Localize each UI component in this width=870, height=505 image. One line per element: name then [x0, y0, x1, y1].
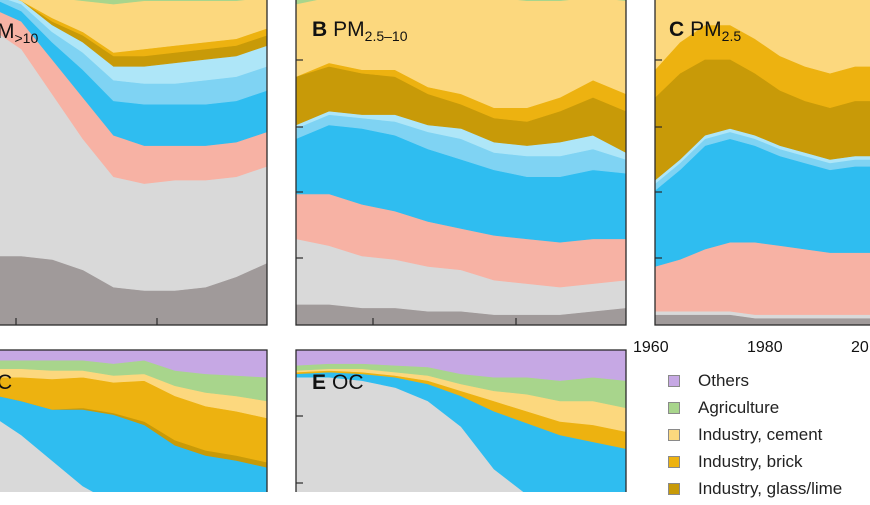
- legend-swatch-agriculture: [668, 402, 680, 414]
- panel-e-title: E OC: [312, 371, 364, 394]
- panel-e-areas: [296, 350, 626, 492]
- legend-item-agriculture: Agriculture: [668, 397, 870, 424]
- panel-a: M>10: [0, 0, 268, 326]
- panel-d-areas: [0, 350, 267, 492]
- panel-a-title: M>10: [0, 20, 38, 46]
- legend-label: Industry, brick: [698, 452, 803, 471]
- area-industry-cement: [296, 0, 626, 108]
- legend-label: Others: [698, 371, 750, 390]
- panel-a-frame: [0, 0, 268, 326]
- legend: Others Agriculture Industry, cement Indu…: [668, 370, 870, 505]
- panel-e-frame: [295, 349, 627, 492]
- area-agriculture: [74, 0, 246, 5]
- panel-e: E OC: [295, 349, 627, 492]
- area-industry-cement: [18, 0, 267, 53]
- panel-b-frame: [295, 0, 627, 326]
- legend-swatch-industry-brick: [668, 456, 680, 468]
- panel-d-frame: [0, 349, 268, 492]
- legend-item-others: Others: [668, 370, 870, 397]
- panel-c-areas: [655, 0, 870, 325]
- x-tick-label-2000: 20: [851, 339, 869, 356]
- area-industry-cement: [655, 0, 870, 74]
- panel-d: C: [0, 349, 268, 492]
- x-tick-label-1980: 1980: [747, 339, 783, 356]
- x-tick-label-1960: 1960: [633, 339, 669, 356]
- panel-b-title: B PM2.5–10: [312, 18, 408, 44]
- panel-a-areas: [0, 0, 267, 325]
- legend-label: Agriculture: [698, 398, 780, 417]
- legend-label: Industry, glass/lime: [698, 479, 843, 498]
- figure-canvas: M>10 B PM2.5–10 C PM2.5 1960 1980 20 C: [0, 0, 870, 492]
- panel-d-title: C: [0, 371, 12, 394]
- panel-c: C PM2.5 1960 1980 20: [633, 0, 870, 356]
- panel-c-frame: [654, 0, 870, 326]
- panel-c-title: C PM2.5: [669, 18, 741, 44]
- area-others: [0, 350, 267, 378]
- panel-b: B PM2.5–10: [295, 0, 627, 326]
- legend-label: Industry, cement: [698, 425, 823, 444]
- legend-swatch-industry-glass-lime: [668, 483, 680, 495]
- legend-item-industry-cement: Industry, cement: [668, 424, 870, 451]
- legend-item-industry-brick: Industry, brick: [668, 451, 870, 478]
- legend-swatch-industry-cement: [668, 429, 680, 441]
- area-others: [296, 350, 626, 381]
- legend-swatch-others: [668, 375, 680, 387]
- panel-b-areas: [296, 0, 626, 325]
